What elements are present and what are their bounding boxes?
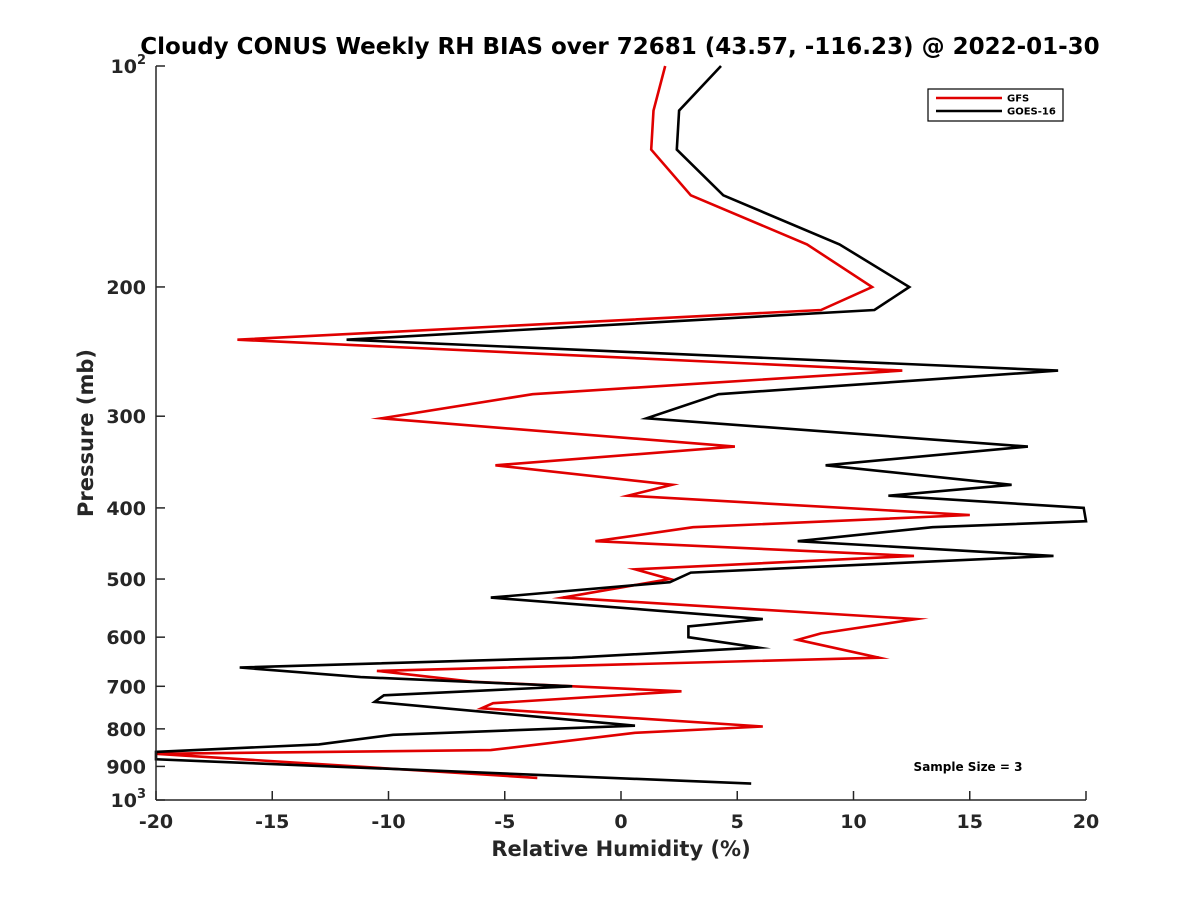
y-tick-label: 102 xyxy=(111,53,147,78)
y-tick-label-base: 600 xyxy=(106,627,146,649)
y-tick-label-base: 700 xyxy=(106,676,146,698)
legend-label-goes-16: GOES-16 xyxy=(1007,107,1056,118)
series-line-gfs xyxy=(155,65,970,780)
y-tick-label: 900 xyxy=(106,756,146,778)
x-tick-label: -20 xyxy=(139,811,173,833)
x-tick-label: 10 xyxy=(840,811,866,833)
x-tick-label: 0 xyxy=(614,811,627,833)
x-tick-label: 15 xyxy=(957,811,983,833)
plot-area xyxy=(156,66,1086,800)
axes-layer: -20 -15 -10 -5 0 5 10 15 20102200300400500600700… xyxy=(106,53,1099,833)
y-tick-label-base: 900 xyxy=(106,756,146,778)
x-tick-label: -15 xyxy=(255,811,289,833)
y-tick-label-base: 800 xyxy=(106,719,146,741)
y-tick-label: 300 xyxy=(106,406,146,428)
y-tick-label-base: 400 xyxy=(106,498,146,520)
x-tick-label: 5 xyxy=(731,811,744,833)
x-tick-label: -10 xyxy=(371,811,405,833)
chart-title: Cloudy CONUS Weekly RH BIAS over 72681 (… xyxy=(140,34,1099,60)
x-tick-label: 20 xyxy=(1073,811,1099,833)
y-tick-label: 600 xyxy=(106,627,146,649)
sample-size-annotation: Sample Size = 3 xyxy=(914,760,1023,774)
y-tick-label: 400 xyxy=(106,498,146,520)
series-line-goes-16 xyxy=(154,65,1088,785)
y-tick-label: 103 xyxy=(111,787,147,812)
y-tick-label: 700 xyxy=(106,676,146,698)
y-axis-title: Pressure (mb) xyxy=(74,349,98,517)
series-layer xyxy=(154,65,1088,785)
legend-label-gfs: GFS xyxy=(1007,94,1029,105)
legend: GFS GOES-16 xyxy=(927,88,1064,122)
x-axis-title: Relative Humidity (%) xyxy=(491,837,750,861)
y-tick-label-exponent: 3 xyxy=(137,787,146,802)
y-tick-label-base: 10 xyxy=(111,790,137,812)
y-tick-label: 200 xyxy=(106,277,146,299)
legend-box xyxy=(927,88,1064,122)
y-tick-label: 800 xyxy=(106,719,146,741)
y-tick-label-base: 500 xyxy=(106,569,146,591)
y-tick-label-base: 300 xyxy=(106,406,146,428)
y-tick-label-base: 200 xyxy=(106,277,146,299)
y-tick-label-base: 10 xyxy=(111,56,137,78)
y-tick-label-exponent: 2 xyxy=(137,53,146,68)
x-tick-label: -5 xyxy=(494,811,515,833)
y-tick-label: 500 xyxy=(106,569,146,591)
